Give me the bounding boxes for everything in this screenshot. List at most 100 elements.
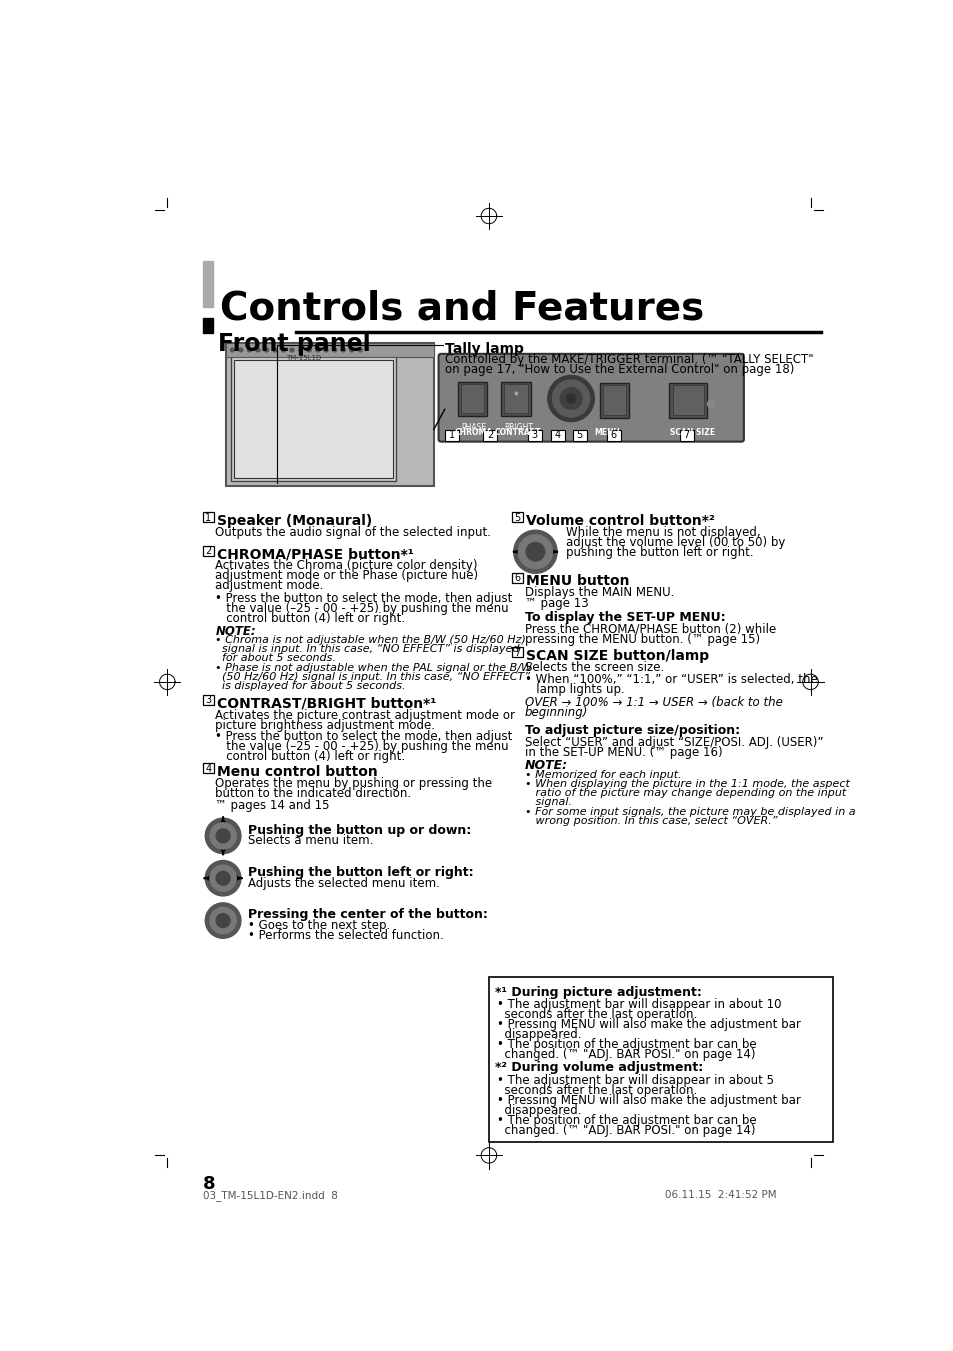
Circle shape bbox=[210, 908, 236, 934]
Text: NOTE:: NOTE: bbox=[215, 626, 255, 638]
Text: 4: 4 bbox=[205, 763, 212, 774]
Text: BRIGHT: BRIGHT bbox=[503, 423, 533, 432]
Text: CONTRAST: CONTRAST bbox=[495, 428, 541, 438]
Text: the value (–25 - 00 - +25) by pushing the menu: the value (–25 - 00 - +25) by pushing th… bbox=[215, 740, 509, 754]
Bar bbox=[203, 763, 213, 774]
Text: 6: 6 bbox=[610, 431, 617, 440]
Circle shape bbox=[517, 535, 552, 569]
Text: • Pressing MENU will also make the adjustment bar: • Pressing MENU will also make the adjus… bbox=[497, 1094, 800, 1106]
Circle shape bbox=[205, 902, 241, 939]
Text: 2: 2 bbox=[205, 546, 212, 557]
Circle shape bbox=[290, 349, 294, 351]
Text: changed. (™ "ADJ. BAR POSI." on page 14): changed. (™ "ADJ. BAR POSI." on page 14) bbox=[497, 1124, 755, 1136]
Circle shape bbox=[216, 871, 230, 885]
Text: wrong position. In this case, select “OVER.”: wrong position. In this case, select “OV… bbox=[524, 816, 777, 825]
Text: • The position of the adjustment bar can be: • The position of the adjustment bar can… bbox=[497, 1039, 756, 1051]
Bar bbox=[483, 430, 497, 440]
Text: Press the CHROMA/PHASE button (2) while: Press the CHROMA/PHASE button (2) while bbox=[524, 623, 775, 635]
Text: 06.11.15  2:41:52 PM: 06.11.15 2:41:52 PM bbox=[664, 1190, 776, 1200]
Text: the value (–25 - 00 - +25) by pushing the menu: the value (–25 - 00 - +25) by pushing th… bbox=[215, 601, 509, 615]
Text: signal is input. In this case, “NO EFFECT” is displayed: signal is input. In this case, “NO EFFEC… bbox=[215, 644, 519, 654]
Text: 03_TM-15L1D-EN2.indd  8: 03_TM-15L1D-EN2.indd 8 bbox=[203, 1190, 337, 1201]
Text: 4: 4 bbox=[555, 431, 560, 440]
Text: Adjusts the selected menu item.: Adjusts the selected menu item. bbox=[248, 877, 439, 890]
Circle shape bbox=[247, 349, 252, 351]
Text: changed. (™ "ADJ. BAR POSI." on page 14): changed. (™ "ADJ. BAR POSI." on page 14) bbox=[497, 1048, 755, 1062]
Bar bbox=[572, 430, 586, 440]
Circle shape bbox=[231, 349, 234, 351]
Bar bbox=[226, 343, 434, 485]
Text: 3: 3 bbox=[531, 431, 537, 440]
Circle shape bbox=[281, 349, 285, 351]
Text: (50 Hz/60 Hz) signal is input. In this case, “NO EFFECT”: (50 Hz/60 Hz) signal is input. In this c… bbox=[215, 671, 530, 682]
Bar bbox=[203, 694, 213, 705]
Circle shape bbox=[264, 349, 268, 351]
Text: ratio of the picture may change depending on the input: ratio of the picture may change dependin… bbox=[524, 788, 845, 798]
Text: 5: 5 bbox=[576, 431, 582, 440]
FancyBboxPatch shape bbox=[438, 354, 743, 442]
Text: Selects a menu item.: Selects a menu item. bbox=[248, 835, 373, 847]
Text: CHROMA: CHROMA bbox=[454, 428, 492, 438]
Text: 3: 3 bbox=[205, 696, 212, 705]
Text: • For some input signals, the picture may be displayed in a: • For some input signals, the picture ma… bbox=[524, 807, 854, 816]
Circle shape bbox=[205, 819, 241, 854]
Text: Volume control button*²: Volume control button*² bbox=[525, 513, 714, 528]
Text: • The adjustment bar will disappear in about 10: • The adjustment bar will disappear in a… bbox=[497, 998, 781, 1012]
Circle shape bbox=[216, 913, 230, 928]
Bar bbox=[444, 430, 458, 440]
Text: *: * bbox=[513, 390, 517, 400]
Text: disappeared.: disappeared. bbox=[497, 1104, 580, 1117]
Text: Front panel: Front panel bbox=[218, 331, 371, 355]
Text: control button (4) left or right.: control button (4) left or right. bbox=[215, 612, 405, 624]
Text: Pushing the button left or right:: Pushing the button left or right: bbox=[248, 866, 473, 880]
Circle shape bbox=[547, 376, 594, 422]
Circle shape bbox=[210, 865, 236, 892]
Text: 1: 1 bbox=[205, 513, 212, 523]
Circle shape bbox=[239, 349, 243, 351]
Circle shape bbox=[216, 830, 230, 843]
Bar bbox=[512, 647, 522, 657]
Text: • Pressing MENU will also make the adjustment bar: • Pressing MENU will also make the adjus… bbox=[497, 1019, 800, 1031]
Text: ™ page 13: ™ page 13 bbox=[524, 597, 588, 611]
Text: CHROMA/PHASE button*¹: CHROMA/PHASE button*¹ bbox=[216, 547, 414, 561]
Text: adjustment mode or the Phase (picture hue): adjustment mode or the Phase (picture hu… bbox=[215, 570, 478, 582]
Bar bbox=[457, 381, 487, 416]
Circle shape bbox=[350, 349, 354, 351]
Text: beginning): beginning) bbox=[524, 705, 587, 719]
Text: picture brightness adjustment mode.: picture brightness adjustment mode. bbox=[215, 719, 435, 732]
Text: Pressing the center of the button:: Pressing the center of the button: bbox=[248, 908, 487, 921]
Text: for about 5 seconds.: for about 5 seconds. bbox=[215, 654, 335, 663]
Text: lamp lights up.: lamp lights up. bbox=[524, 682, 623, 696]
Text: seconds after the last operation.: seconds after the last operation. bbox=[497, 1084, 697, 1097]
Text: • Chroma is not adjustable when the B/W (50 Hz/60 Hz): • Chroma is not adjustable when the B/W … bbox=[215, 635, 526, 644]
Circle shape bbox=[513, 530, 557, 573]
Text: • Memorized for each input.: • Memorized for each input. bbox=[524, 770, 680, 780]
Text: • Goes to the next step.: • Goes to the next step. bbox=[248, 919, 390, 932]
Circle shape bbox=[566, 394, 575, 403]
Text: control button (4) left or right.: control button (4) left or right. bbox=[215, 750, 405, 763]
Text: • When “100%,” “1:1,” or “USER” is selected, the: • When “100%,” “1:1,” or “USER” is selec… bbox=[524, 673, 817, 685]
Text: SCAN SIZE: SCAN SIZE bbox=[670, 428, 715, 438]
Text: TM-15L1D: TM-15L1D bbox=[286, 355, 321, 361]
Text: pressing the MENU button. (™ page 15): pressing the MENU button. (™ page 15) bbox=[524, 632, 759, 646]
Text: 8: 8 bbox=[203, 1174, 215, 1193]
Circle shape bbox=[341, 349, 345, 351]
Text: To display the SET-UP MENU:: To display the SET-UP MENU: bbox=[524, 611, 724, 624]
Text: Displays the MAIN MENU.: Displays the MAIN MENU. bbox=[524, 586, 673, 600]
Circle shape bbox=[552, 380, 589, 417]
Circle shape bbox=[324, 349, 328, 351]
Bar bbox=[599, 384, 629, 417]
Text: signal.: signal. bbox=[524, 797, 571, 808]
Text: Controls and Features: Controls and Features bbox=[220, 289, 703, 327]
Text: MENU button: MENU button bbox=[525, 574, 629, 588]
Bar bbox=[203, 512, 213, 523]
Text: Speaker (Monaural): Speaker (Monaural) bbox=[216, 513, 372, 528]
Text: Tally lamp: Tally lamp bbox=[444, 342, 523, 357]
Circle shape bbox=[358, 349, 362, 351]
Bar bbox=[203, 261, 213, 307]
Text: To adjust picture size/position:: To adjust picture size/position: bbox=[524, 724, 739, 738]
Bar bbox=[203, 317, 213, 334]
Text: • Press the button to select the mode, then adjust: • Press the button to select the mode, t… bbox=[215, 731, 512, 743]
Text: Operates the menu by pushing or pressing the: Operates the menu by pushing or pressing… bbox=[215, 777, 492, 790]
Circle shape bbox=[707, 400, 715, 408]
